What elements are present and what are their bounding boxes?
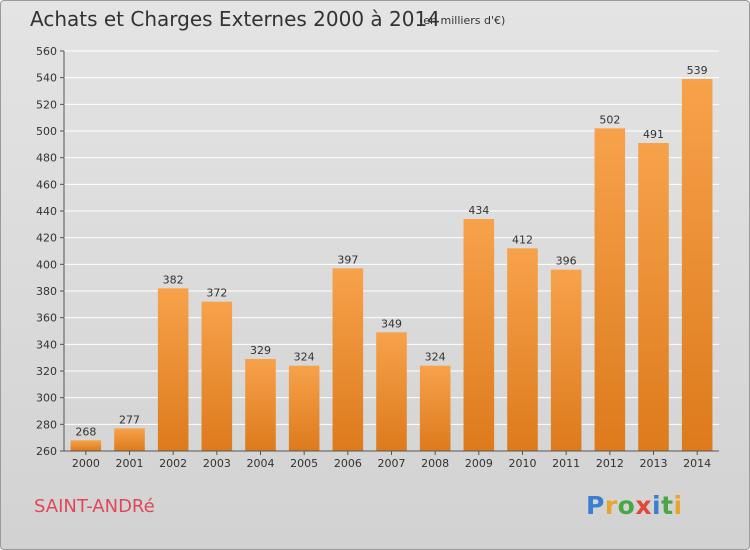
data-label: 491 xyxy=(643,128,664,141)
bar-2002 xyxy=(157,288,189,451)
y-tick-label: 380 xyxy=(36,285,57,298)
data-labels: 268 277 382 372 329 324 397 349 324 434 412 396 502 4… xyxy=(75,64,707,438)
bar-2014 xyxy=(681,79,713,451)
bar-2009 xyxy=(463,219,495,451)
data-label: 502 xyxy=(599,113,620,126)
x-tick-label: 2001 xyxy=(116,457,144,470)
x-tick-label: 2010 xyxy=(509,457,537,470)
data-label: 372 xyxy=(206,287,227,300)
data-label: 412 xyxy=(512,233,533,246)
x-tick-label: 2011 xyxy=(552,457,580,470)
bars xyxy=(70,79,713,451)
logo-letter: r xyxy=(604,491,618,520)
data-label: 382 xyxy=(163,273,184,286)
data-label: 397 xyxy=(337,253,358,266)
y-tick-label: 560 xyxy=(36,45,57,58)
axes: 260 280 300 320 340 360 380 400 420 440 460 480 500 5… xyxy=(36,45,719,470)
x-tick-label: 2009 xyxy=(465,457,493,470)
y-tick-label: 420 xyxy=(36,232,57,245)
bar-2004 xyxy=(245,359,276,451)
y-tick-label: 320 xyxy=(36,365,57,378)
x-tick-label: 2000 xyxy=(72,457,100,470)
x-tick-label: 2013 xyxy=(640,457,668,470)
y-tick-label: 260 xyxy=(36,445,57,458)
bar-2011 xyxy=(550,269,582,451)
data-label: 349 xyxy=(381,317,402,330)
bar-2007 xyxy=(376,332,407,451)
x-tick-label: 2008 xyxy=(421,457,449,470)
x-tick-label: 2012 xyxy=(596,457,624,470)
bar-2003 xyxy=(201,301,233,451)
bar-2005 xyxy=(288,365,320,451)
logo-letter: i xyxy=(652,491,662,520)
x-tick-label: 2014 xyxy=(683,457,711,470)
y-tick-label: 280 xyxy=(36,418,57,431)
data-label: 324 xyxy=(425,351,446,364)
x-tick-label: 2007 xyxy=(378,457,406,470)
y-tick-label: 440 xyxy=(36,205,57,218)
logo-letter: P xyxy=(586,491,605,520)
bar-2010 xyxy=(507,248,538,451)
data-label: 277 xyxy=(119,413,140,426)
y-tick-label: 360 xyxy=(36,312,57,325)
bar-2006 xyxy=(332,268,364,451)
y-tick-label: 520 xyxy=(36,98,57,111)
data-label: 539 xyxy=(687,64,708,77)
bar-2012 xyxy=(594,128,626,451)
data-label: 268 xyxy=(75,425,96,438)
y-tick-label: 500 xyxy=(36,125,57,138)
logo-letter: x xyxy=(635,491,652,520)
x-tick-label: 2002 xyxy=(159,457,187,470)
bar-2013 xyxy=(638,143,669,451)
bar-2008 xyxy=(419,365,451,451)
bar-2001 xyxy=(114,428,145,451)
y-tick-label: 460 xyxy=(36,178,57,191)
logo-letter: i xyxy=(673,491,683,520)
x-tick-label: 2003 xyxy=(203,457,231,470)
y-tick-label: 540 xyxy=(36,72,57,85)
logo-letter: o xyxy=(617,491,636,520)
proxiti-logo: Proxiti xyxy=(586,491,683,520)
data-label: 324 xyxy=(294,351,315,364)
x-tick-label: 2006 xyxy=(334,457,362,470)
data-label: 396 xyxy=(556,255,577,268)
chart-subtitle: (en milliers d'€) xyxy=(419,14,506,27)
y-tick-label: 400 xyxy=(36,258,57,271)
logo-letter: t xyxy=(661,491,674,520)
data-label: 329 xyxy=(250,344,271,357)
bar-2000 xyxy=(70,440,102,451)
y-tick-label: 300 xyxy=(36,392,57,405)
y-tick-label: 480 xyxy=(36,152,57,165)
town-name: SAINT-ANDRé xyxy=(34,496,155,517)
chart-title: Achats et Charges Externes 2000 à 2014 xyxy=(30,7,440,31)
data-label: 434 xyxy=(468,204,489,217)
y-tick-label: 340 xyxy=(36,338,57,351)
x-tick-label: 2004 xyxy=(247,457,275,470)
x-tick-label: 2005 xyxy=(290,457,318,470)
